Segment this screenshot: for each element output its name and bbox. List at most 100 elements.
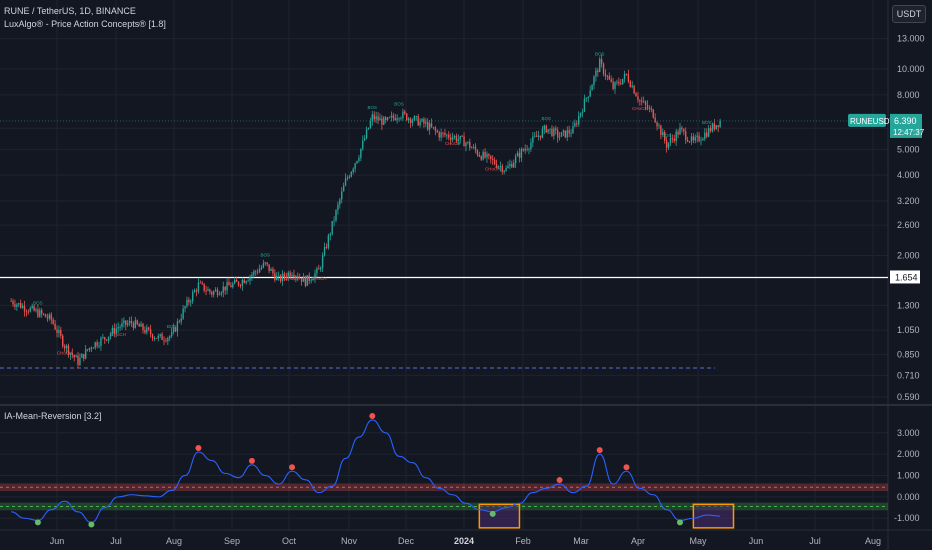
candle-body xyxy=(258,269,261,273)
sell-signal-dot xyxy=(556,477,563,484)
candle-body xyxy=(346,177,349,179)
sell-signal-dot xyxy=(596,447,603,454)
price-tags: RUNEUSDT 6.390 12:47:37 xyxy=(0,113,925,138)
candle-body xyxy=(375,116,377,120)
candle-body xyxy=(428,123,431,130)
candle-body xyxy=(400,118,402,119)
candle-body xyxy=(707,128,710,137)
x-tick-label: Aug xyxy=(865,536,881,546)
oscillator-series-line xyxy=(11,419,721,524)
candle-body xyxy=(646,104,649,109)
candle-body xyxy=(272,269,274,274)
structure-label: BOS xyxy=(394,102,404,107)
sell-signal-dot xyxy=(369,412,376,419)
candle-body xyxy=(344,178,347,186)
structure-label: BOS xyxy=(261,252,271,257)
symbol-title[interactable]: RUNE / TetherUS, 1D, BINANCE xyxy=(4,6,136,16)
candle-body xyxy=(241,280,244,286)
horizontal-line-1654[interactable] xyxy=(0,276,888,369)
candle-body xyxy=(165,340,167,342)
last-price-tag xyxy=(890,113,922,138)
x-tick-label: Jun xyxy=(749,536,764,546)
y-tick-label: 2.000 xyxy=(897,449,920,459)
candle-body xyxy=(342,185,345,192)
candle-body xyxy=(130,320,133,324)
candle-body xyxy=(256,271,259,273)
candle-body xyxy=(232,283,234,288)
candle-body xyxy=(234,279,236,284)
sell-signal-dot xyxy=(289,464,296,471)
candle-body xyxy=(556,130,559,138)
candle-body xyxy=(302,276,305,282)
candle-body xyxy=(425,121,427,124)
candle-body xyxy=(505,168,507,171)
candle-body xyxy=(264,262,266,264)
candle-body xyxy=(23,305,26,312)
candle-body xyxy=(253,271,255,275)
candle-body xyxy=(534,135,536,137)
candle-body xyxy=(18,303,20,305)
candle-body xyxy=(507,165,509,169)
candle-body xyxy=(654,117,656,123)
candle-body xyxy=(184,306,186,309)
candle-body xyxy=(599,59,601,73)
candle-body xyxy=(606,76,609,77)
candle-body xyxy=(105,339,108,341)
candle-body xyxy=(535,135,538,137)
candle-body xyxy=(203,283,205,291)
candle-body xyxy=(620,83,622,85)
candle-body xyxy=(276,275,278,281)
candle-body xyxy=(574,123,576,127)
candle-body xyxy=(715,125,717,129)
candle-body xyxy=(488,153,490,156)
indicator-title[interactable]: LuxAlgo® - Price Action Concepts® [1.8] xyxy=(4,19,166,29)
candle-body xyxy=(555,128,557,131)
candle-body xyxy=(287,272,289,278)
candle-body xyxy=(644,101,647,105)
candle-body xyxy=(323,247,326,256)
candle-body xyxy=(576,123,578,125)
candle-body xyxy=(639,100,641,101)
x-tick-label: May xyxy=(689,536,707,546)
last-price-value: 6.390 xyxy=(894,116,917,126)
candle-body xyxy=(501,165,503,172)
oscillator-title[interactable]: IA-Mean-Reversion [3.2] xyxy=(4,411,102,421)
time-axis[interactable]: Jun Jul Aug Sep Oct Nov Dec 2024 Feb Mar Apr May Jun… xyxy=(50,536,881,546)
structure-label: CHoCH xyxy=(110,332,126,337)
buy-signal-dot xyxy=(34,519,41,526)
currency-button[interactable]: USDT xyxy=(892,5,926,23)
candle-body xyxy=(440,132,442,138)
structure-label: BOS xyxy=(368,105,378,110)
candle-body xyxy=(249,276,251,281)
candle-body xyxy=(415,116,417,118)
candle-body xyxy=(365,129,368,139)
candle-body xyxy=(509,163,511,166)
candle-body xyxy=(71,352,73,356)
candle-body xyxy=(128,320,131,324)
candle-body xyxy=(151,334,154,339)
candle-body xyxy=(597,70,599,73)
candle-body xyxy=(706,132,708,137)
structure-label: BOS xyxy=(33,301,43,306)
candle-body xyxy=(543,125,546,130)
candle-body xyxy=(119,327,121,328)
candle-body xyxy=(383,117,385,125)
x-tick-label: Jul xyxy=(110,536,122,546)
candle-body xyxy=(21,305,24,308)
candle-body xyxy=(67,345,70,355)
candle-body xyxy=(98,345,100,347)
candle-body xyxy=(373,114,375,120)
price-axis[interactable]: 13.00010.0008.0006.0005.0004.0003.2002.6… xyxy=(890,34,925,524)
candle-body xyxy=(220,292,223,295)
candle-body xyxy=(520,149,523,158)
candle-body xyxy=(371,114,374,122)
candle-body xyxy=(532,136,534,143)
candle-body xyxy=(142,323,144,331)
candle-body xyxy=(25,311,28,313)
candle-body xyxy=(199,282,202,284)
candle-body xyxy=(406,113,408,121)
candle-body xyxy=(591,84,593,91)
